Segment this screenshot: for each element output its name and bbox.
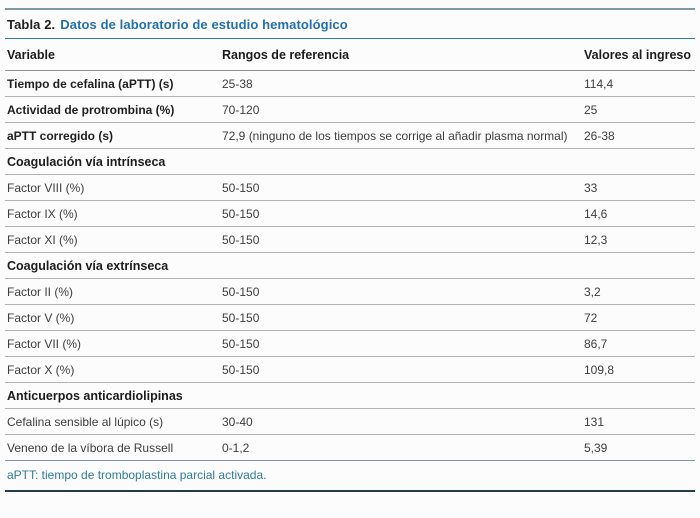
header-row: Variable Rangos de referencia Valores al… xyxy=(5,39,695,71)
lab-data-table: Variable Rangos de referencia Valores al… xyxy=(5,39,695,461)
table-number: Tabla 2. xyxy=(7,17,56,32)
reference-range-cell: 72,9 (ninguno de los tiempos se corrige … xyxy=(220,122,582,149)
variable-cell: Factor V (%) xyxy=(5,304,220,331)
admission-value-cell: 26-38 xyxy=(582,122,695,149)
variable-cell: Cefalina sensible al lúpico (s) xyxy=(5,408,220,435)
table-row: Factor VIII (%) 50-150 33 xyxy=(5,174,695,201)
variable-cell: Factor X (%) xyxy=(5,356,220,383)
admission-value-cell: 109,8 xyxy=(582,356,695,383)
admission-value-cell: 5,39 xyxy=(582,434,695,461)
reference-range-cell: 50-150 xyxy=(220,330,582,357)
top-rule xyxy=(5,8,695,10)
admission-value-cell: 114,4 xyxy=(582,70,695,97)
admission-value-cell: 131 xyxy=(582,408,695,435)
table-title: Tabla 2. Datos de laboratorio de estudio … xyxy=(5,10,695,39)
section-label: Coagulación vía extrínseca xyxy=(5,252,695,279)
variable-cell: Factor IX (%) xyxy=(5,200,220,227)
table-caption: Datos de laboratorio de estudio hematoló… xyxy=(60,17,348,32)
table-row: Veneno de la víbora de Russell 0-1,2 5,39 xyxy=(5,434,695,461)
section-label: Coagulación vía intrínseca xyxy=(5,148,695,175)
reference-range-cell: 30-40 xyxy=(220,408,582,435)
table-row: Factor V (%) 50-150 72 xyxy=(5,304,695,331)
admission-value-cell: 3,2 xyxy=(582,278,695,305)
table-footnote: aPTT: tiempo de tromboplastina parcial a… xyxy=(5,461,695,492)
variable-cell: Tiempo de cefalina (aPTT) (s) xyxy=(5,70,220,97)
reference-range-cell: 70-120 xyxy=(220,96,582,123)
admission-value-cell: 12,3 xyxy=(582,226,695,253)
admission-value-cell: 33 xyxy=(582,174,695,201)
reference-range-cell: 50-150 xyxy=(220,304,582,331)
reference-range-cell: 50-150 xyxy=(220,200,582,227)
table-row: Factor XI (%) 50-150 12,3 xyxy=(5,226,695,253)
table-row: Actividad de protrombina (%) 70-120 25 xyxy=(5,96,695,123)
reference-range-cell: 50-150 xyxy=(220,174,582,201)
column-header-reference-ranges: Rangos de referencia xyxy=(220,39,582,71)
section-row: Coagulación vía extrínseca xyxy=(5,252,695,279)
admission-value-cell: 25 xyxy=(582,96,695,123)
admission-value-cell: 72 xyxy=(582,304,695,331)
variable-cell: Factor XI (%) xyxy=(5,226,220,253)
table-row: Tiempo de cefalina (aPTT) (s) 25-38 114,4 xyxy=(5,70,695,97)
variable-cell: Factor VII (%) xyxy=(5,330,220,357)
column-header-admission-values: Valores al ingreso xyxy=(582,39,695,71)
variable-cell: Veneno de la víbora de Russell xyxy=(5,434,220,461)
table-row: Factor IX (%) 50-150 14,6 xyxy=(5,200,695,227)
reference-range-cell: 50-150 xyxy=(220,356,582,383)
table-row: Factor II (%) 50-150 3,2 xyxy=(5,278,695,305)
reference-range-cell: 0-1,2 xyxy=(220,434,582,461)
reference-range-cell: 50-150 xyxy=(220,278,582,305)
section-label: Anticuerpos anticardiolipinas xyxy=(5,382,695,409)
table-row: Factor VII (%) 50-150 86,7 xyxy=(5,330,695,357)
admission-value-cell: 86,7 xyxy=(582,330,695,357)
reference-range-cell: 25-38 xyxy=(220,70,582,97)
table-row: Factor X (%) 50-150 109,8 xyxy=(5,356,695,383)
table-row: aPTT corregido (s) 72,9 (ninguno de los t… xyxy=(5,122,695,149)
section-row: Anticuerpos anticardiolipinas xyxy=(5,382,695,409)
table-body: Tiempo de cefalina (aPTT) (s) 25-38 114,4 A… xyxy=(5,70,695,461)
variable-cell: Factor VIII (%) xyxy=(5,174,220,201)
reference-range-cell: 50-150 xyxy=(220,226,582,253)
variable-cell: Factor II (%) xyxy=(5,278,220,305)
table-row: Cefalina sensible al lúpico (s) 30-40 131 xyxy=(5,408,695,435)
section-row: Coagulación vía intrínseca xyxy=(5,148,695,175)
admission-value-cell: 14,6 xyxy=(582,200,695,227)
column-header-variable: Variable xyxy=(5,39,220,71)
variable-cell: aPTT corregido (s) xyxy=(5,122,220,149)
variable-cell: Actividad de protrombina (%) xyxy=(5,96,220,123)
